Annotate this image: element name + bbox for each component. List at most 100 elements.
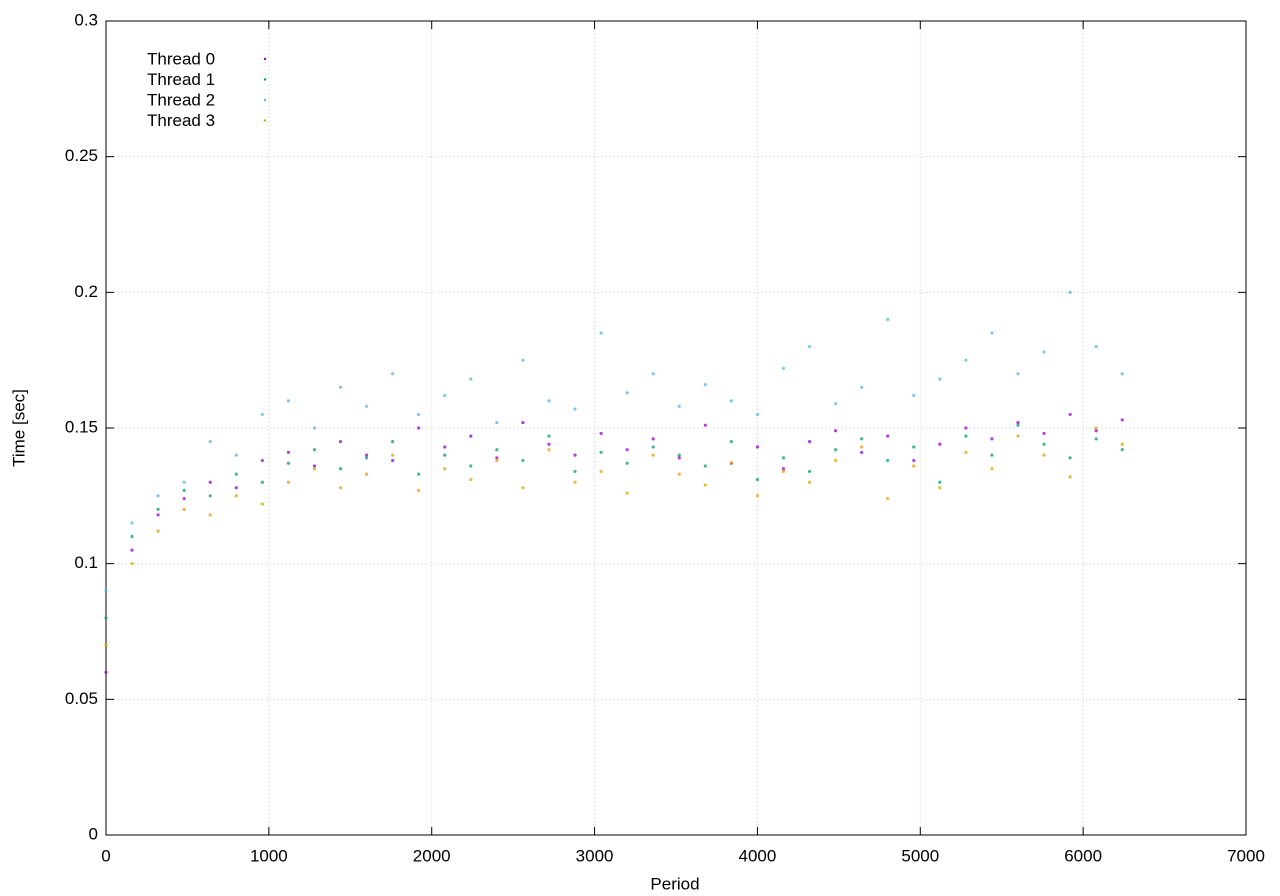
- point: [1068, 290, 1072, 294]
- point: [469, 477, 473, 482]
- point: [1042, 442, 1046, 446]
- point: [1120, 448, 1124, 452]
- point: [703, 423, 707, 427]
- point: [130, 521, 134, 525]
- point: [651, 437, 655, 441]
- point: [625, 391, 629, 395]
- point: [651, 372, 655, 376]
- point: [130, 534, 134, 539]
- point: [990, 467, 994, 471]
- y-axis-label: Time [sec]: [9, 389, 28, 467]
- point: [391, 453, 395, 457]
- point: [260, 502, 264, 506]
- point: [573, 453, 577, 457]
- point: [938, 480, 942, 484]
- point: [599, 431, 603, 436]
- point: [807, 345, 812, 349]
- legend-swatch: [263, 78, 267, 81]
- point: [729, 461, 733, 465]
- point: [182, 480, 186, 484]
- x-tick-label: 4000: [739, 846, 777, 865]
- point: [312, 426, 317, 430]
- point: [860, 437, 864, 441]
- point: [781, 469, 786, 474]
- y-tick-label: 0: [89, 824, 98, 843]
- point: [547, 442, 551, 446]
- point: [807, 469, 812, 474]
- point: [208, 513, 212, 517]
- point: [443, 453, 447, 457]
- point: [807, 480, 812, 484]
- point: [886, 458, 890, 463]
- point: [1016, 423, 1020, 427]
- point: [625, 448, 629, 452]
- point: [234, 494, 238, 498]
- point: [391, 458, 395, 463]
- point: [417, 412, 421, 417]
- point: [781, 456, 786, 460]
- y-tick-label: 0.2: [74, 282, 98, 301]
- point: [834, 429, 838, 433]
- x-tick-label: 0: [101, 846, 110, 865]
- point: [964, 434, 968, 438]
- point: [156, 494, 160, 498]
- point: [130, 562, 134, 566]
- point: [886, 496, 890, 501]
- point: [860, 450, 864, 455]
- plot-border: [105, 20, 1247, 836]
- point: [130, 548, 134, 552]
- legend-label: Thread 3: [147, 111, 215, 130]
- y-tick-label: 0.3: [74, 10, 98, 29]
- point: [417, 488, 421, 493]
- point: [1068, 456, 1072, 460]
- point: [521, 486, 525, 490]
- point: [1094, 429, 1098, 433]
- point: [912, 464, 916, 468]
- point: [912, 458, 916, 463]
- point: [312, 464, 317, 468]
- point: [1042, 453, 1046, 457]
- point: [599, 469, 603, 474]
- point: [547, 448, 551, 452]
- point: [338, 486, 343, 490]
- point: [912, 445, 916, 449]
- point: [521, 358, 525, 362]
- point: [1120, 372, 1124, 376]
- y-tick-label: 0.05: [65, 689, 98, 708]
- point: [1016, 434, 1020, 438]
- x-tick-label: 2000: [413, 846, 451, 865]
- point: [677, 404, 681, 408]
- point: [521, 458, 525, 463]
- point: [469, 464, 473, 468]
- point: [886, 317, 890, 322]
- point: [364, 472, 369, 476]
- point: [208, 439, 212, 444]
- legend-swatch: [263, 98, 267, 102]
- point: [182, 496, 186, 501]
- x-axis-label: Period: [650, 874, 699, 893]
- point: [286, 480, 290, 484]
- point: [417, 472, 421, 476]
- point: [729, 439, 733, 444]
- point: [1016, 420, 1020, 425]
- point: [938, 377, 942, 381]
- point: [990, 453, 994, 457]
- point: [156, 507, 160, 511]
- point: [1016, 372, 1020, 376]
- point: [807, 439, 812, 444]
- point: [338, 439, 343, 444]
- point: [834, 401, 838, 406]
- point: [521, 420, 525, 425]
- legend-label: Thread 0: [147, 49, 215, 68]
- point: [1094, 426, 1098, 430]
- legend-swatch: [263, 57, 267, 61]
- point: [286, 399, 290, 403]
- x-tick-label: 1000: [250, 846, 288, 865]
- legend-label: Thread 1: [147, 70, 215, 89]
- legend-label: Thread 2: [147, 90, 215, 109]
- point: [964, 426, 968, 430]
- point: [443, 393, 447, 398]
- point: [651, 445, 655, 449]
